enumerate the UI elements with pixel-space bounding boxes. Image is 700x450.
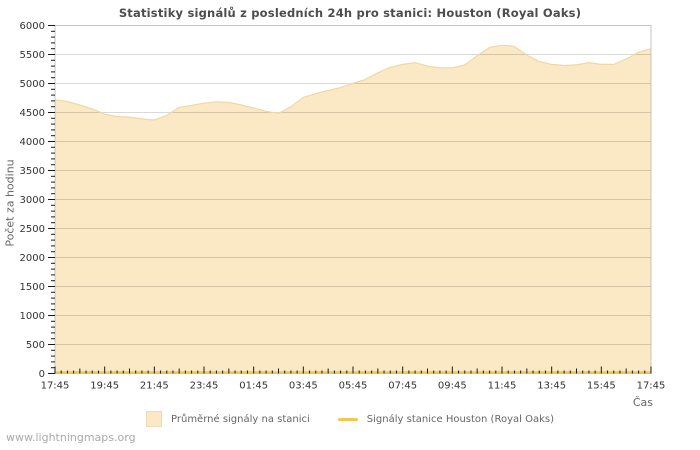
x-tick-label: 21:45 [140, 381, 169, 392]
x-tick-label: 01:45 [239, 381, 268, 392]
x-tick-label: 17:45 [41, 381, 70, 392]
y-tick-label: 4000 [20, 137, 45, 148]
x-tick-label: 17:45 [637, 381, 666, 392]
y-tick-label: 3500 [20, 166, 45, 177]
watermark: www.lightningmaps.org [6, 431, 136, 444]
legend-item-station: Signály stanice Houston (Royal Oaks) [337, 413, 554, 425]
y-tick-label: 1000 [20, 311, 45, 322]
x-tick-label: 05:45 [339, 381, 368, 392]
y-tick-label: 6000 [20, 21, 45, 32]
y-tick-label: 500 [26, 340, 45, 351]
x-tick-label: 15:45 [587, 381, 616, 392]
x-tick-label: 07:45 [388, 381, 417, 392]
x-tick-label: 03:45 [289, 381, 318, 392]
x-tick-label: 23:45 [190, 381, 219, 392]
average-signals-edge [54, 44, 652, 121]
x-tick-label: 09:45 [438, 381, 467, 392]
x-tick-label: 11:45 [488, 381, 517, 392]
chart-title: Statistiky signálů z posledních 24h pro … [118, 6, 582, 20]
y-tick-label: 2500 [20, 224, 45, 235]
legend-item-average: Průměrné signály na stanici [146, 411, 310, 427]
x-tick-label: 19:45 [90, 381, 119, 392]
average-signals-area [55, 45, 651, 374]
area-swatch-icon [146, 411, 163, 427]
y-tick-label: 5000 [20, 79, 45, 90]
y-tick-label: 3000 [20, 195, 45, 206]
legend: Průměrné signály na stanici Signály stan… [0, 411, 700, 427]
y-tick-label: 2000 [20, 253, 45, 264]
line-swatch-icon [337, 417, 358, 421]
y-tick-label: 0 [39, 369, 45, 380]
y-tick-label: 4500 [20, 108, 45, 119]
y-tick-label: 1500 [20, 282, 45, 293]
x-axis-title: Čas [632, 396, 653, 409]
x-tick-label: 13:45 [537, 381, 566, 392]
legend-label-average: Průměrné signály na stanici [171, 413, 310, 425]
y-tick-label: 5500 [20, 50, 45, 61]
y-axis-title: Počet za hodinu [3, 159, 17, 247]
legend-label-station: Signály stanice Houston (Royal Oaks) [366, 413, 554, 425]
